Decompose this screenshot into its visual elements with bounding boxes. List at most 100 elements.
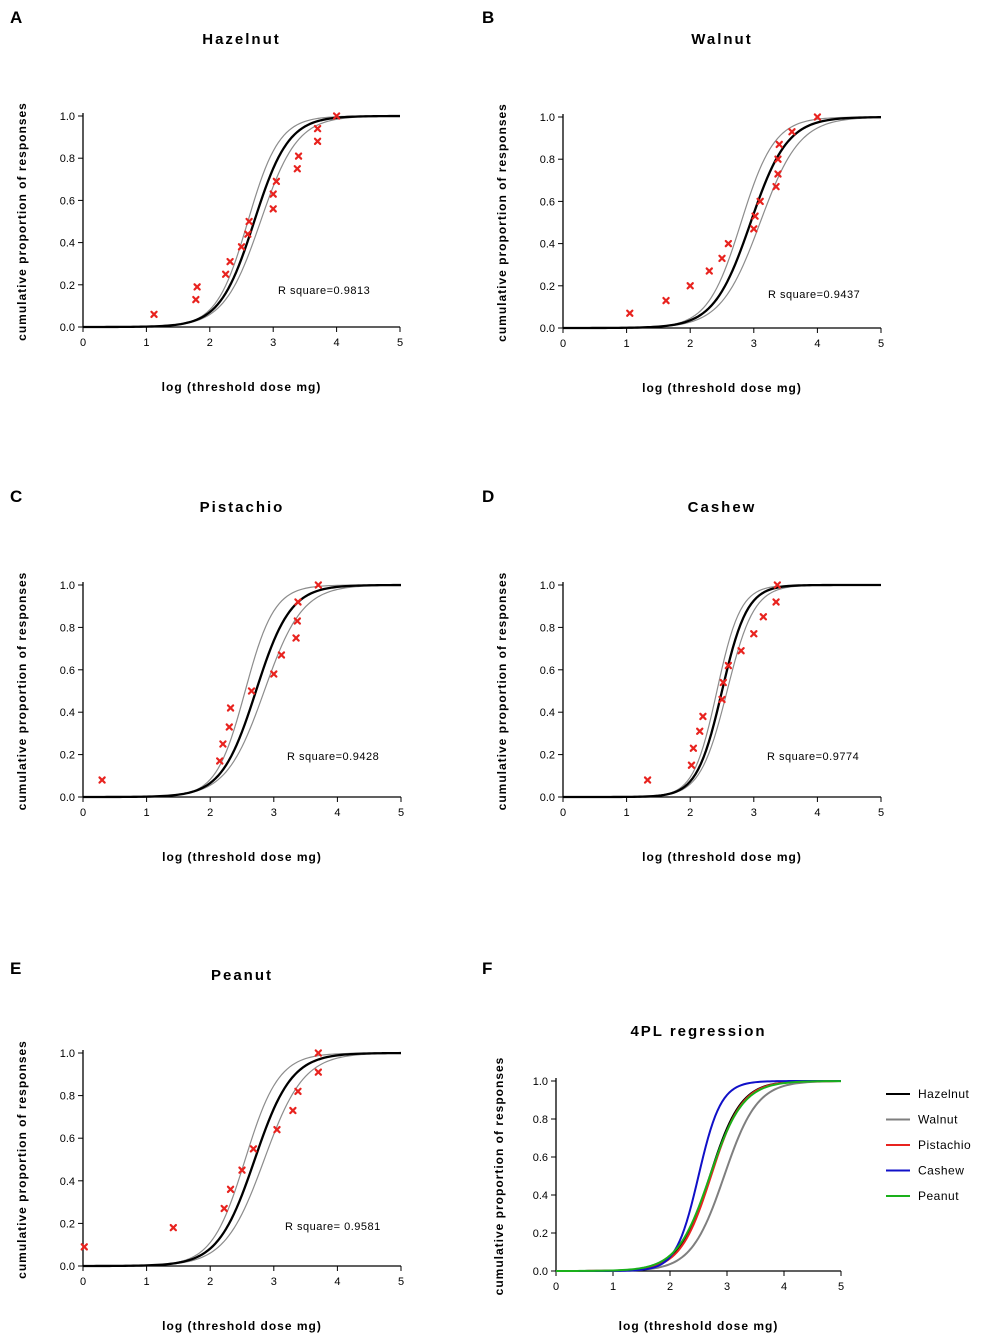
r-square-b: R square=0.9437	[768, 289, 860, 301]
fit-curve-a	[83, 114, 401, 329]
x-tick-label-c: 2	[207, 807, 213, 819]
data-point-d	[699, 712, 707, 721]
x-tick-label-c: 3	[271, 807, 277, 819]
point-stroke	[314, 581, 323, 589]
data-point-b	[813, 113, 822, 121]
data-point-b	[774, 170, 782, 178]
y-axis-label-e: cumulative proportion of responses	[15, 1040, 29, 1279]
r-square-e: R square= 0.9581	[285, 1221, 381, 1233]
y-axis-label-b: cumulative proportion of responses	[495, 103, 509, 342]
panel-title-a: Hazelnut	[202, 31, 281, 48]
fit-curve-d	[563, 583, 881, 799]
data-point-c	[314, 581, 323, 589]
point-stroke	[238, 1166, 246, 1174]
point-stroke	[293, 617, 302, 625]
y-tick-label-a: 0.6	[60, 195, 75, 207]
point-stroke	[294, 1087, 302, 1096]
point-stroke	[696, 727, 704, 735]
point-stroke	[244, 230, 252, 238]
y-tick-label-f: 0.8	[533, 1114, 548, 1126]
point-stroke	[699, 712, 707, 721]
data-point-b	[750, 225, 758, 233]
data-point-e	[314, 1068, 323, 1076]
data-point-d	[687, 761, 696, 769]
point-stroke	[772, 182, 780, 191]
data-point-b	[756, 197, 764, 206]
y-tick-label-d: 0.6	[540, 665, 555, 677]
x-tick-label-f: 0	[553, 1281, 559, 1293]
point-stroke	[249, 1145, 258, 1153]
y-tick-label-a: 1.0	[60, 111, 75, 123]
data-point-b	[724, 239, 733, 248]
y-tick-label-b: 0.4	[540, 239, 555, 251]
r-square-c: R square=0.9428	[287, 751, 379, 763]
point-stroke	[226, 704, 235, 712]
fit-curve-c	[83, 583, 402, 799]
y-tick-label-d: 0.0	[540, 792, 555, 804]
x-tick-label-b: 2	[687, 338, 693, 350]
series-line-peanut	[556, 1080, 842, 1272]
x-tick-label-d: 2	[687, 807, 693, 819]
data-point-d	[750, 630, 758, 638]
point-stroke	[150, 310, 158, 319]
point-stroke	[98, 776, 106, 784]
x-tick-label-b: 0	[560, 338, 566, 350]
data-point-a	[226, 257, 234, 266]
panel-letter-d: D	[482, 487, 494, 506]
point-stroke	[314, 1068, 323, 1076]
point-stroke	[220, 1204, 228, 1213]
y-tick-label-d: 1.0	[540, 580, 555, 592]
data-point-d	[759, 613, 768, 621]
x-tick-label-a: 0	[80, 337, 86, 349]
y-tick-label-e: 0.6	[60, 1133, 75, 1145]
data-point-d	[737, 647, 745, 655]
x-tick-label-b: 5	[878, 338, 884, 350]
point-stroke	[750, 630, 758, 638]
point-stroke	[193, 283, 201, 291]
data-point-a	[221, 270, 230, 278]
point-stroke	[294, 152, 303, 160]
point-stroke	[226, 257, 234, 266]
data-point-b	[775, 140, 783, 149]
x-axis-label-b: log (threshold dose mg)	[642, 381, 802, 395]
data-point-e	[294, 1087, 302, 1096]
panel-title-c: Pistachio	[200, 499, 285, 516]
point-stroke	[773, 581, 782, 589]
x-tick-label-a: 1	[143, 337, 149, 349]
point-stroke	[289, 1106, 297, 1115]
x-tick-label-d: 5	[878, 807, 884, 819]
data-point-c	[277, 651, 286, 659]
y-tick-label-c: 0.4	[60, 707, 75, 719]
data-point-a	[332, 112, 341, 120]
data-point-a	[293, 165, 301, 173]
point-stroke	[277, 651, 286, 659]
data-point-a	[237, 243, 246, 251]
x-tick-label-e: 4	[334, 1276, 340, 1288]
confidence-curve-c-1	[83, 584, 402, 798]
y-tick-label-d: 0.4	[540, 707, 555, 719]
confidence-curve-c-2	[83, 584, 402, 798]
y-tick-label-d: 0.8	[540, 622, 555, 634]
point-stroke	[221, 270, 230, 278]
r-square-a: R square=0.9813	[278, 285, 370, 297]
point-stroke	[643, 776, 652, 784]
legend-label-peanut: Peanut	[918, 1189, 959, 1203]
point-stroke	[169, 1223, 178, 1232]
point-stroke	[269, 205, 277, 213]
y-tick-label-b: 0.2	[540, 281, 555, 293]
y-tick-label-a: 0.0	[60, 322, 75, 334]
data-point-e	[273, 1125, 281, 1134]
data-point-c	[225, 723, 233, 731]
data-point-d	[718, 695, 726, 704]
point-stroke	[313, 137, 322, 146]
data-point-c	[226, 704, 235, 712]
data-point-a	[294, 152, 303, 160]
point-stroke	[737, 647, 745, 655]
panel-a: A Hazelnut 0 1 2 3 4 5 0.0 0.2 0.4 0.6 0.8 1.0 log (th…	[10, 8, 403, 394]
x-tick-label-f: 2	[667, 1281, 673, 1293]
y-axis-label-a: cumulative proportion of responses	[15, 102, 29, 341]
data-point-e	[289, 1106, 297, 1115]
data-point-a	[193, 283, 201, 291]
panel-title-e: Peanut	[211, 967, 273, 984]
point-stroke	[774, 155, 782, 163]
